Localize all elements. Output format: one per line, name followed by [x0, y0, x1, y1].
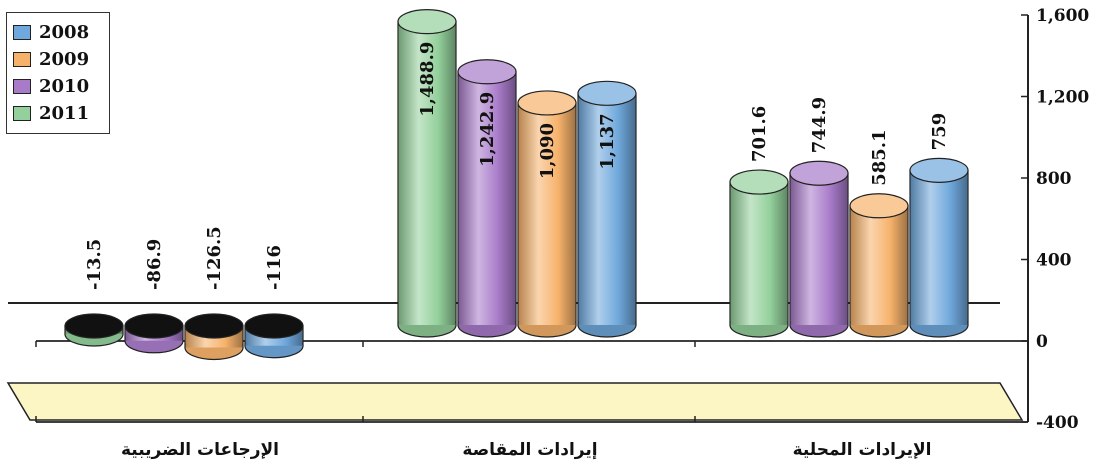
data-label: -13.5 [84, 239, 105, 290]
bar-top [397, 9, 457, 35]
x-category-label: إيرادات المقاصة [462, 440, 597, 460]
legend-item: 2009 [13, 46, 103, 73]
bar-top [789, 160, 849, 186]
y-tick-label: 800 [1036, 169, 1072, 189]
y-tick-label: 1,200 [1036, 88, 1089, 108]
bar-body-fill [578, 93, 636, 326]
x-category-label: الإيرادات المحلية [793, 440, 932, 460]
bar-2008-2 [909, 157, 969, 338]
bar-body-fill [910, 170, 968, 325]
bar-top [457, 59, 517, 85]
data-label: 759 [929, 113, 950, 151]
y-tick-label: 1,600 [1036, 6, 1089, 26]
legend-item: 2008 [13, 19, 103, 46]
bar-top [517, 90, 577, 116]
bar-2008-1 [577, 80, 637, 338]
bar-top [729, 169, 789, 195]
y-tick-label: 400 [1036, 251, 1072, 271]
data-label: 585.1 [869, 129, 890, 185]
bar-body-fill [850, 205, 908, 325]
legend-item: 2010 [13, 73, 103, 100]
data-label: -116 [264, 245, 285, 290]
data-label: 1,242.9 [477, 92, 498, 167]
bar-body-fill [458, 71, 516, 325]
bar-2010-1 [457, 59, 517, 338]
x-category-label: الإرجاعات الضريبية [121, 440, 279, 460]
legend-label: 2008 [39, 22, 90, 43]
data-label: 701.6 [749, 106, 770, 162]
bar-2011-2 [729, 169, 789, 338]
bar-body-fill [518, 102, 576, 325]
y-tick-label: 0 [1036, 332, 1048, 352]
data-label: -126.5 [204, 226, 225, 290]
bar-top [244, 313, 304, 339]
bar-body-fill [730, 182, 788, 325]
data-label: 744.9 [809, 97, 830, 153]
bar-body-fill [398, 21, 456, 325]
bar-2009-2 [849, 193, 909, 338]
bar-top [124, 313, 184, 339]
floor-band [6, 382, 1024, 421]
data-label: 1,488.9 [417, 42, 438, 117]
bar-2010-2 [789, 160, 849, 338]
bar-top [64, 313, 124, 339]
legend: 2008 2009 2010 2011 [6, 12, 110, 134]
legend-label: 2011 [39, 103, 90, 124]
bar-2009-1 [517, 90, 577, 338]
legend-swatch [13, 25, 31, 40]
bar-top [184, 313, 244, 339]
bar-2008-0 [244, 313, 304, 359]
bar-top [909, 157, 969, 183]
data-label: 1,137 [597, 113, 618, 169]
bar-2009-0 [184, 313, 244, 361]
bar-top [849, 193, 909, 219]
legend-swatch [13, 79, 31, 94]
bar-2011-0 [64, 313, 124, 347]
legend-item: 2011 [13, 100, 103, 127]
bar-body-fill [790, 173, 848, 325]
legend-swatch [13, 106, 31, 121]
legend-swatch [13, 52, 31, 67]
y-tick-label: -400 [1036, 413, 1079, 433]
bar-top [577, 80, 637, 106]
bar-2011-1 [397, 9, 457, 338]
legend-label: 2010 [39, 76, 90, 97]
bar-2010-0 [124, 313, 184, 354]
data-label: 1,090 [537, 123, 558, 179]
legend-label: 2009 [39, 49, 90, 70]
data-label: -86.9 [144, 239, 165, 290]
